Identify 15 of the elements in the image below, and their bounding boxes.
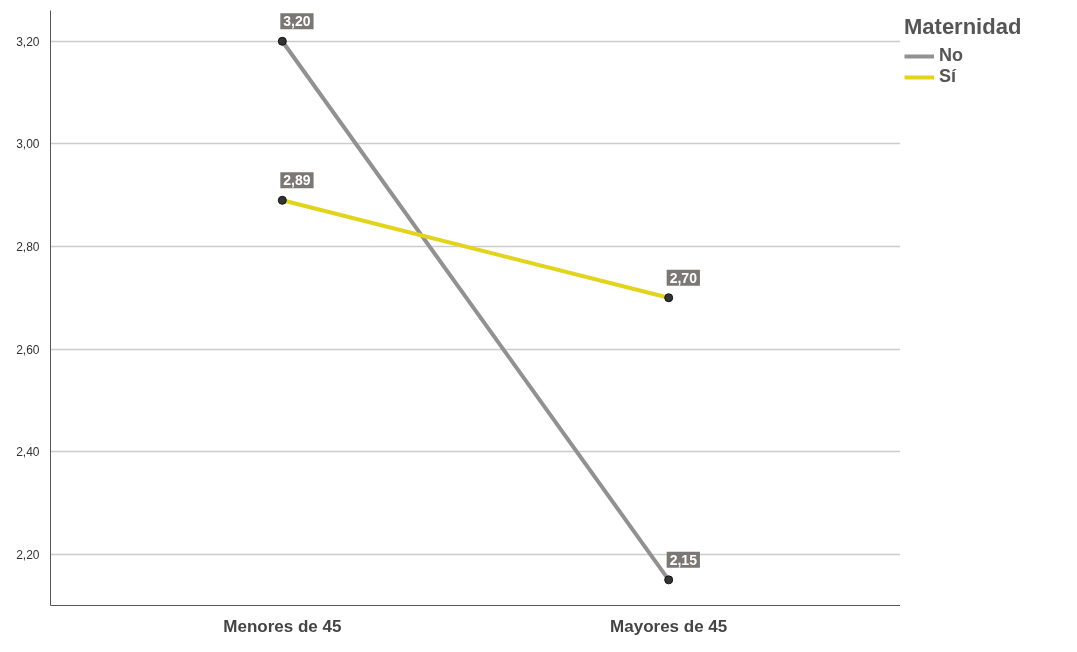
data-label: 3,20	[283, 13, 311, 30]
y-tick-label: 2,80	[16, 239, 40, 254]
data-label: 2,15	[669, 551, 698, 568]
legend-label: No	[939, 45, 963, 66]
y-tick-label: 2,40	[16, 445, 40, 460]
y-tick-label: 2,60	[16, 342, 40, 357]
legend-title: Maternidad	[904, 14, 1022, 40]
legend-label: Sí	[939, 66, 958, 87]
x-tick-label: Menores de 45	[223, 616, 342, 636]
y-tick-label: 3,00	[16, 137, 40, 152]
y-tick-label: 3,20	[16, 34, 40, 49]
x-tick-label: Mayores de 45	[610, 616, 728, 636]
y-tick-label: 2,20	[16, 547, 40, 562]
data-label: 2,89	[283, 172, 311, 189]
data-label: 2,70	[669, 269, 698, 286]
